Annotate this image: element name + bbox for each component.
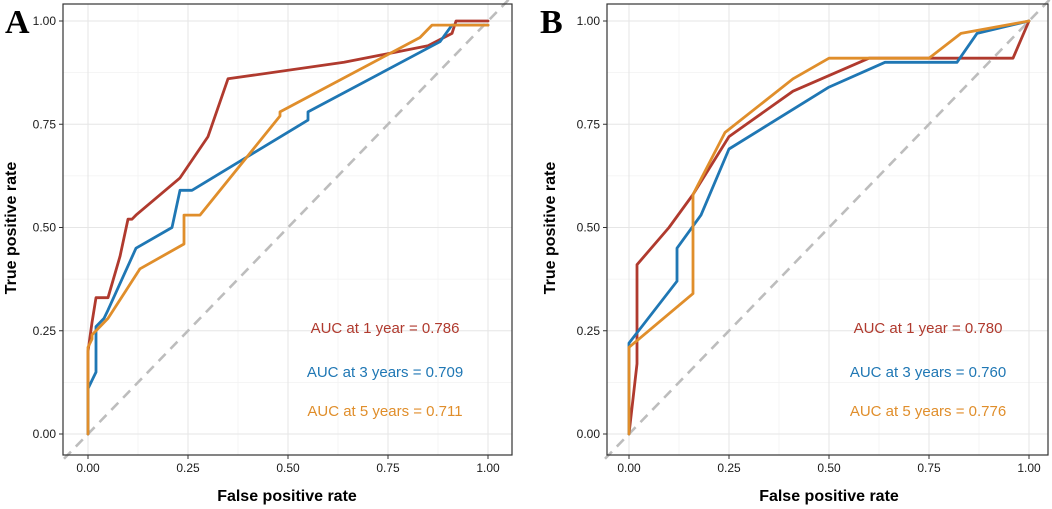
y-tick-label: 0.75 — [33, 117, 57, 131]
y-tick-label: 0.75 — [577, 117, 601, 131]
diagonal-reference-line — [604, 0, 1052, 460]
roc-curve-5-years — [86, 23, 490, 436]
auc-label-5-years: AUC at 5 years = 0.711 — [307, 403, 462, 420]
x-tick-label: 0.50 — [276, 461, 300, 475]
plot-area-a: AUC at 1 year = 0.786 AUC at 3 years = 0.… — [33, 0, 513, 475]
panel-b: B AUC at 1 year = 0.780 AUC at 3 years = … — [540, 0, 1052, 505]
x-axis-title-b: False positive rate — [759, 488, 899, 505]
x-axis-title-a: False positive rate — [217, 488, 357, 505]
y-tick-label: 1.00 — [577, 14, 601, 28]
roc-curve-1-year — [627, 19, 1031, 436]
roc-curve-1-year — [86, 19, 490, 436]
diagonal-reference-line — [63, 0, 511, 460]
panel-a: A AUC at 1 year = 0.786 AUC at 3 years = … — [3, 0, 513, 505]
x-tick-label: 0.75 — [376, 461, 400, 475]
plot-frame — [606, 3, 1049, 456]
y-tick-label: 0.25 — [33, 324, 57, 338]
y-axis-title-a: True positive rate — [3, 162, 20, 295]
roc-curve-5-years — [627, 19, 1031, 436]
x-tick-label: 0.25 — [717, 461, 741, 475]
plot-area-b: AUC at 1 year = 0.780 AUC at 3 years = 0.… — [577, 0, 1052, 475]
roc-curve-3-years — [86, 23, 490, 436]
y-tick-label: 0.00 — [577, 427, 601, 441]
y-tick-label: 0.25 — [577, 324, 601, 338]
panel-label-b: B — [540, 4, 563, 41]
auc-label-5-years: AUC at 5 years = 0.776 — [850, 403, 1006, 420]
x-tick-label: 1.00 — [476, 461, 500, 475]
auc-label-3-years: AUC at 3 years = 0.760 — [850, 364, 1006, 381]
x-tick-label: 0.00 — [76, 461, 100, 475]
auc-label-1-year: AUC at 1 year = 0.786 — [311, 320, 460, 337]
roc-curve-3-years — [627, 19, 1031, 436]
y-axis-title-b: True positive rate — [542, 162, 559, 295]
auc-label-1-year: AUC at 1 year = 0.780 — [854, 320, 1003, 337]
x-tick-label: 0.25 — [176, 461, 200, 475]
x-tick-label: 1.00 — [1017, 461, 1041, 475]
y-tick-label: 0.50 — [33, 221, 57, 235]
auc-label-3-years: AUC at 3 years = 0.709 — [307, 364, 463, 381]
panel-label-a: A — [5, 4, 30, 41]
plot-background — [607, 4, 1048, 455]
x-tick-label: 0.75 — [917, 461, 941, 475]
x-tick-label: 0.00 — [617, 461, 641, 475]
y-tick-label: 0.50 — [577, 221, 601, 235]
y-tick-label: 0.00 — [33, 427, 57, 441]
y-tick-label: 1.00 — [33, 14, 57, 28]
x-tick-label: 0.50 — [817, 461, 841, 475]
